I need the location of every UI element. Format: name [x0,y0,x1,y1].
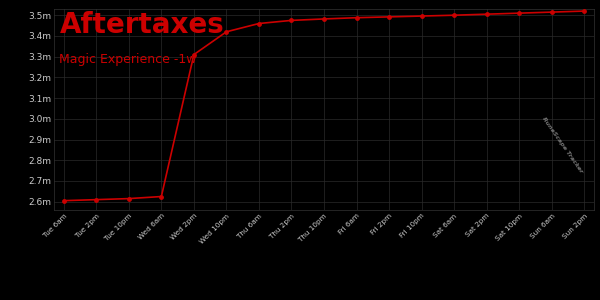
Point [189,52,199,57]
Point [157,194,166,199]
Point [319,16,329,21]
Point [287,18,296,23]
Text: RuneScape Tracker: RuneScape Tracker [541,116,583,174]
Point [124,196,134,201]
Point [482,12,491,16]
Point [449,13,459,18]
Point [221,29,231,34]
Point [580,9,589,14]
Point [59,198,68,203]
Point [352,15,361,20]
Point [384,14,394,19]
Point [91,197,101,202]
Point [514,11,524,16]
Text: Aftertaxes: Aftertaxes [59,11,224,39]
Point [254,21,264,26]
Text: Magic Experience -1w: Magic Experience -1w [59,53,197,66]
Point [547,10,557,14]
Point [417,14,427,18]
